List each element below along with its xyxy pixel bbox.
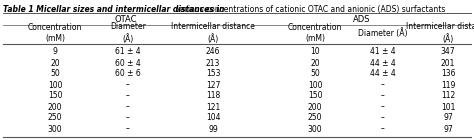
Text: 100: 100 <box>308 80 322 89</box>
Text: 50: 50 <box>310 69 320 79</box>
Text: 121: 121 <box>206 102 220 111</box>
Text: 127: 127 <box>206 80 220 89</box>
Text: 250: 250 <box>48 114 62 122</box>
Text: 200: 200 <box>48 102 62 111</box>
Text: 150: 150 <box>48 92 62 101</box>
Text: 201: 201 <box>441 59 455 67</box>
Text: Micellar sizes and intermicellar distances in: Micellar sizes and intermicellar distanc… <box>31 5 224 14</box>
Text: 347: 347 <box>441 47 456 57</box>
Text: ADS: ADS <box>353 15 370 24</box>
Text: 44 ± 4: 44 ± 4 <box>370 59 396 67</box>
Text: Table 1: Table 1 <box>3 5 34 14</box>
Text: –: – <box>126 114 130 122</box>
Text: Concentration
(mM): Concentration (mM) <box>288 23 342 43</box>
Text: 300: 300 <box>308 124 322 134</box>
Text: –: – <box>381 92 385 101</box>
Text: 41 ± 4: 41 ± 4 <box>370 47 396 57</box>
Text: 200: 200 <box>308 102 322 111</box>
Text: 9: 9 <box>53 47 57 57</box>
Text: –: – <box>126 102 130 111</box>
Text: 20: 20 <box>50 59 60 67</box>
Text: 213: 213 <box>206 59 220 67</box>
Text: Diameter
(Å): Diameter (Å) <box>110 22 146 44</box>
Text: 99: 99 <box>208 124 218 134</box>
Text: 136: 136 <box>441 69 455 79</box>
Text: 112: 112 <box>441 92 455 101</box>
Text: Intermicellar distance
(Å): Intermicellar distance (Å) <box>171 22 255 44</box>
Text: 10: 10 <box>310 47 320 57</box>
Text: 118: 118 <box>206 92 220 101</box>
Text: –: – <box>126 80 130 89</box>
Text: 44 ± 4: 44 ± 4 <box>370 69 396 79</box>
Text: 150: 150 <box>308 92 322 101</box>
Text: OTAC: OTAC <box>114 15 137 24</box>
Text: 60 ± 6: 60 ± 6 <box>115 69 141 79</box>
Text: –: – <box>381 124 385 134</box>
Text: 101: 101 <box>441 102 455 111</box>
Text: 20: 20 <box>310 59 320 67</box>
Text: –: – <box>381 102 385 111</box>
Text: 100: 100 <box>48 80 62 89</box>
Text: various concentrations of cationic OTAC and anionic (ADS) surfactants: various concentrations of cationic OTAC … <box>173 5 446 14</box>
Text: 104: 104 <box>206 114 220 122</box>
Text: –: – <box>126 124 130 134</box>
Text: –: – <box>126 92 130 101</box>
Text: 153: 153 <box>206 69 220 79</box>
Text: 50: 50 <box>50 69 60 79</box>
Text: 97: 97 <box>443 124 453 134</box>
Text: Intermicellar distance
(Å): Intermicellar distance (Å) <box>406 22 474 44</box>
Text: 246: 246 <box>206 47 220 57</box>
Text: 61 ± 4: 61 ± 4 <box>115 47 141 57</box>
Text: 60 ± 4: 60 ± 4 <box>115 59 141 67</box>
Text: 119: 119 <box>441 80 455 89</box>
Text: Concentration
(mM): Concentration (mM) <box>28 23 82 43</box>
Text: –: – <box>381 114 385 122</box>
Text: 97: 97 <box>443 114 453 122</box>
Text: –: – <box>381 80 385 89</box>
Text: 250: 250 <box>308 114 322 122</box>
Text: 300: 300 <box>48 124 62 134</box>
Text: Diameter (Å): Diameter (Å) <box>358 28 408 38</box>
